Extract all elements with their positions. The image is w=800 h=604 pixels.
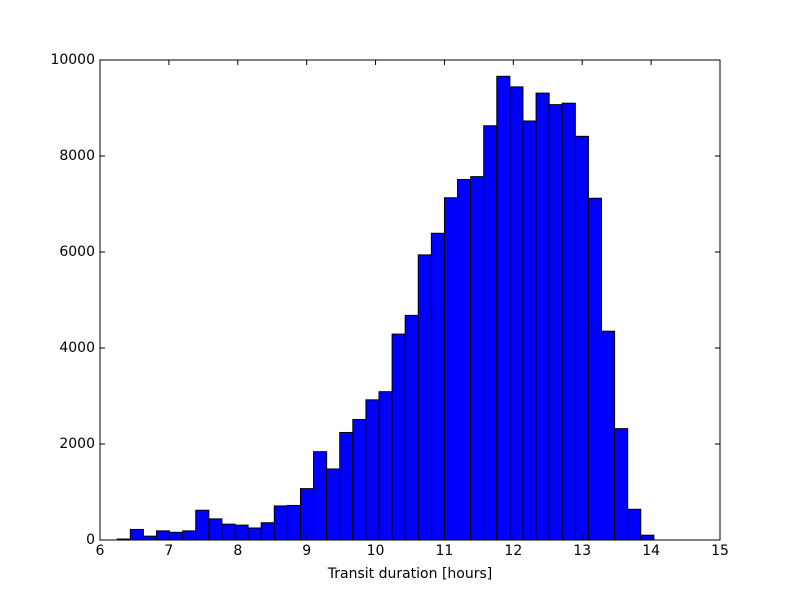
y-tick-label: 2000 [59, 436, 95, 452]
y-tick-label: 10000 [50, 52, 95, 68]
x-tick-label: 13 [573, 543, 591, 559]
bar [326, 468, 341, 541]
x-tick-label: 15 [711, 543, 729, 559]
bar [299, 488, 315, 541]
bar [286, 504, 301, 541]
y-tick-label: 8000 [59, 148, 95, 164]
y-tick-label: 4000 [59, 340, 95, 356]
bar [182, 530, 197, 541]
x-axis-label: Transit duration [hours] [327, 566, 492, 582]
y-tick-label: 6000 [59, 244, 95, 260]
bar [470, 176, 485, 541]
y-tick-label: 0 [86, 532, 95, 548]
bar [234, 524, 249, 541]
bar [627, 508, 642, 541]
x-tick-label: 10 [367, 543, 385, 559]
bar [614, 428, 629, 541]
bar [522, 120, 537, 541]
bar [574, 135, 589, 541]
bar [417, 254, 432, 541]
plot-frame [99, 59, 721, 541]
bar [195, 509, 210, 541]
bar [457, 179, 472, 541]
x-tick-label: 8 [233, 543, 242, 559]
bar [391, 333, 406, 541]
bar [404, 314, 419, 541]
bar [221, 523, 236, 541]
bar [587, 197, 603, 541]
bar [548, 104, 563, 541]
bar [640, 534, 655, 541]
bar [496, 75, 511, 541]
x-tick-label: 14 [642, 543, 660, 559]
bar [129, 528, 144, 541]
bar [352, 419, 367, 541]
bar [142, 535, 157, 541]
bar [561, 102, 576, 541]
bar [365, 399, 380, 541]
bar [208, 518, 223, 541]
bar [155, 530, 171, 541]
x-tick-label: 12 [504, 543, 522, 559]
bar [313, 451, 328, 541]
bar [260, 522, 275, 541]
x-tick-label: 6 [96, 543, 105, 559]
bar [443, 197, 459, 541]
bar [339, 431, 354, 541]
bar [378, 391, 393, 541]
x-tick-label: 9 [302, 543, 311, 559]
bar [273, 505, 288, 541]
bar [601, 330, 616, 541]
bar [430, 232, 445, 541]
x-tick-label: 7 [164, 543, 173, 559]
x-tick-label: 11 [436, 543, 454, 559]
bar [169, 531, 184, 541]
bar [483, 125, 498, 541]
bar [247, 527, 262, 541]
bar [535, 92, 550, 541]
bar [509, 86, 524, 541]
